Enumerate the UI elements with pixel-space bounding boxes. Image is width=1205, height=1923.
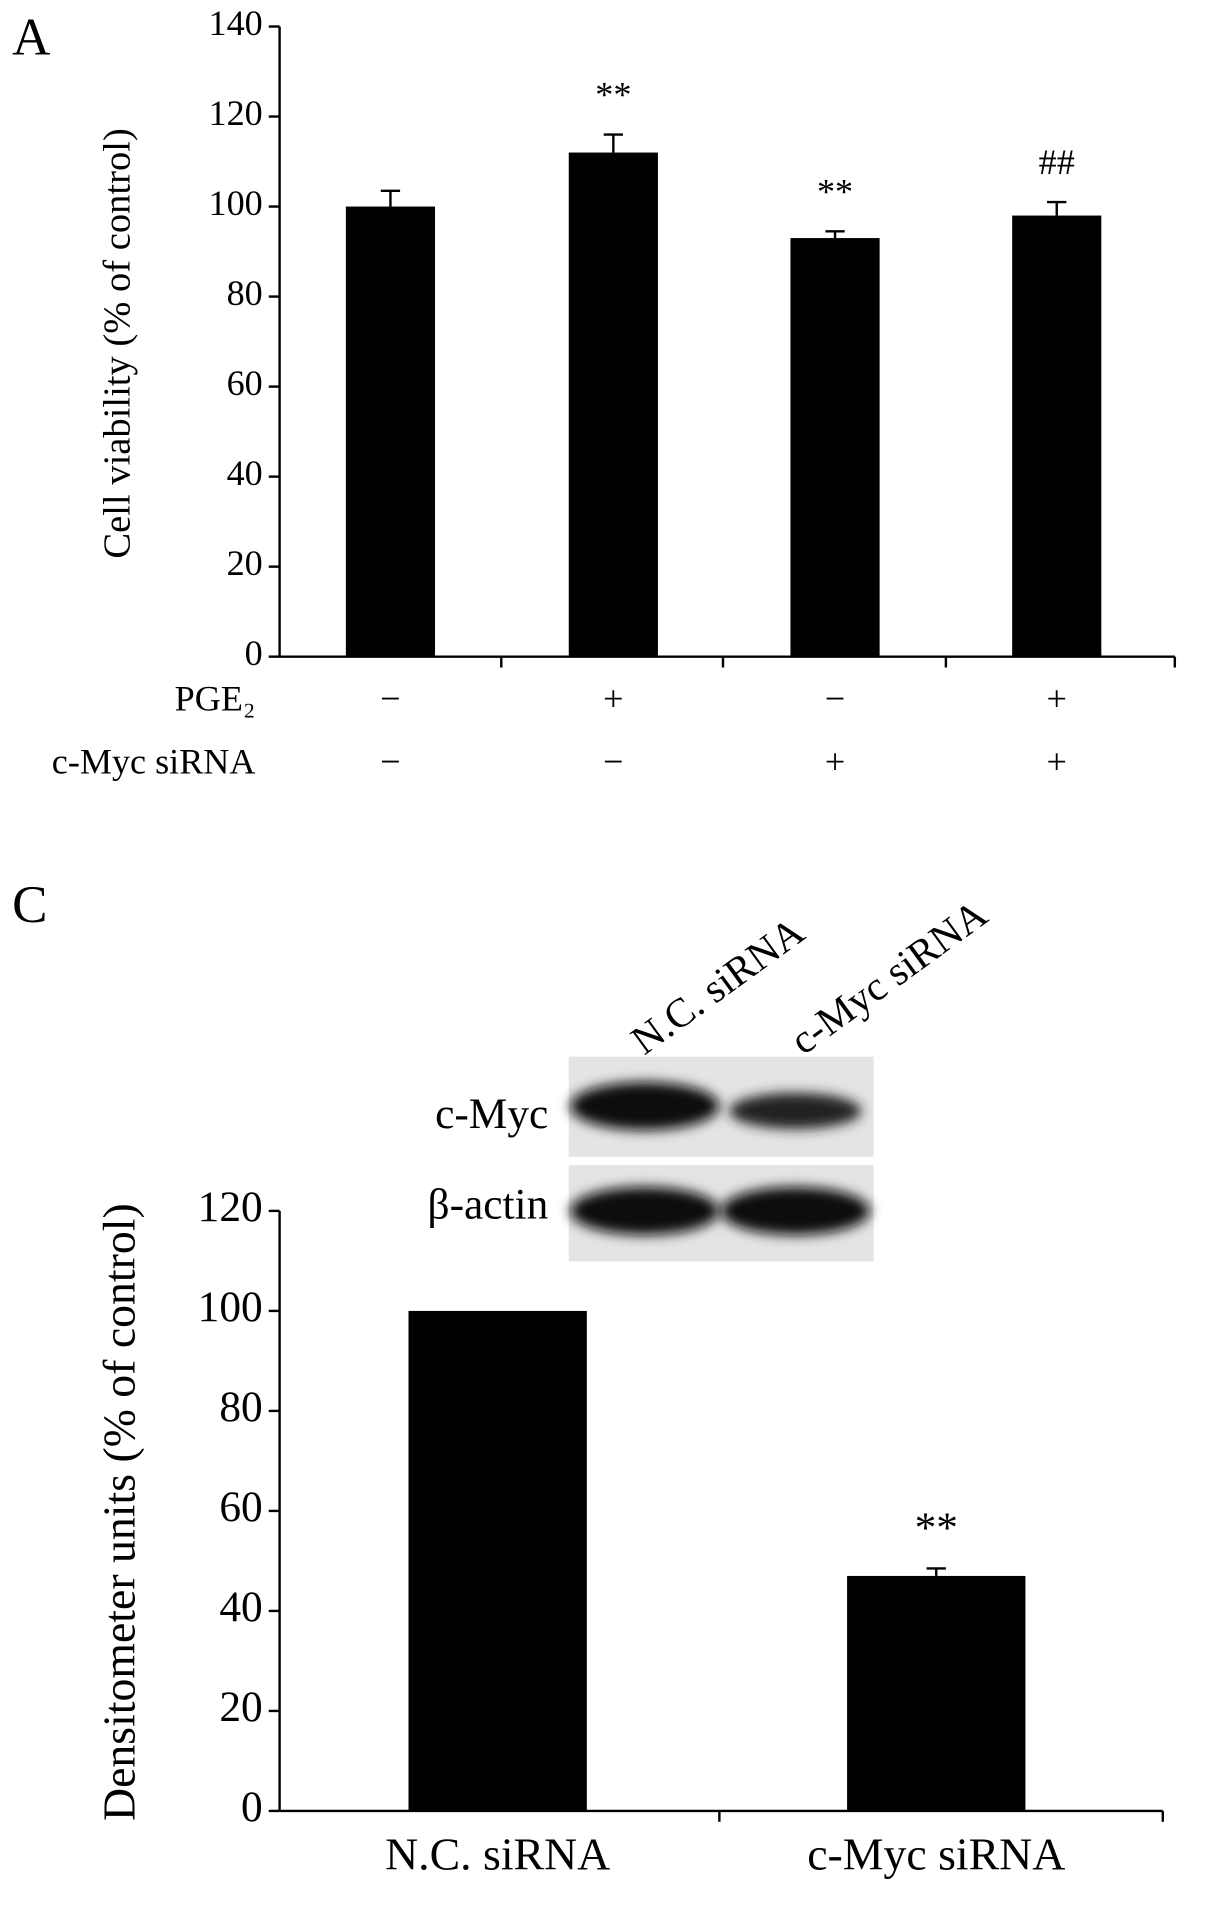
significance-label: ** bbox=[595, 75, 631, 115]
bar bbox=[408, 1310, 587, 1811]
blot-band bbox=[729, 1092, 862, 1129]
significance-label: ** bbox=[915, 1504, 958, 1552]
error-bar bbox=[1047, 200, 1067, 216]
blot-band bbox=[569, 1186, 720, 1236]
y-tick-label: 100 bbox=[209, 183, 263, 223]
condition-label: c-Myc siRNA bbox=[52, 741, 256, 781]
panel-label: A bbox=[12, 8, 50, 66]
x-tick-label: N.C. siRNA bbox=[385, 1829, 610, 1880]
y-tick-label: 60 bbox=[227, 363, 263, 403]
y-tick-label: 120 bbox=[198, 1183, 263, 1231]
blot-band bbox=[720, 1186, 870, 1236]
y-tick-label: 40 bbox=[227, 453, 263, 493]
bar bbox=[1012, 215, 1102, 657]
blot-row-label: c-Myc bbox=[435, 1090, 548, 1138]
blot-band bbox=[569, 1081, 720, 1131]
y-tick-label: 20 bbox=[227, 543, 263, 583]
condition-value: + bbox=[1047, 741, 1067, 781]
bar bbox=[847, 1575, 1026, 1811]
condition-label: PGE₂ bbox=[175, 679, 256, 719]
condition-value: − bbox=[380, 741, 400, 781]
blot-row-label: β-actin bbox=[428, 1180, 549, 1228]
significance-label: ## bbox=[1039, 142, 1075, 182]
error-bar bbox=[603, 133, 623, 153]
y-axis-label: Densitometer units (% of control) bbox=[94, 1203, 145, 1821]
y-tick-label: 140 bbox=[209, 3, 263, 43]
condition-value: + bbox=[603, 679, 623, 719]
y-tick-label: 100 bbox=[198, 1283, 263, 1331]
y-axis-label: Cell viability (% of control) bbox=[96, 128, 138, 558]
condition-value: − bbox=[825, 679, 845, 719]
significance-label: ** bbox=[817, 171, 853, 211]
blot-lane-label: c-Myc siRNA bbox=[781, 890, 995, 1063]
blot-lane-label: N.C. siRNA bbox=[622, 907, 812, 1063]
y-tick-label: 60 bbox=[219, 1483, 262, 1531]
condition-value: − bbox=[380, 679, 400, 719]
y-tick-label: 120 bbox=[209, 93, 263, 133]
western-blot bbox=[568, 1056, 874, 1262]
y-tick-label: 0 bbox=[241, 1783, 263, 1831]
y-tick-label: 40 bbox=[219, 1583, 262, 1631]
y-tick-label: 0 bbox=[245, 633, 263, 673]
condition-value: + bbox=[1047, 679, 1067, 719]
condition-value: + bbox=[825, 741, 845, 781]
error-bar bbox=[380, 189, 401, 207]
condition-value: − bbox=[603, 741, 623, 781]
bar bbox=[345, 206, 436, 657]
panel-label: C bbox=[12, 876, 47, 934]
y-tick-label: 80 bbox=[219, 1383, 262, 1431]
y-tick-label: 80 bbox=[227, 273, 263, 313]
bar bbox=[568, 152, 658, 657]
x-tick-label: c-Myc siRNA bbox=[807, 1829, 1065, 1880]
y-tick-label: 20 bbox=[219, 1683, 262, 1731]
error-bar bbox=[926, 1567, 946, 1576]
error-bar bbox=[825, 230, 845, 239]
bar bbox=[790, 238, 880, 657]
